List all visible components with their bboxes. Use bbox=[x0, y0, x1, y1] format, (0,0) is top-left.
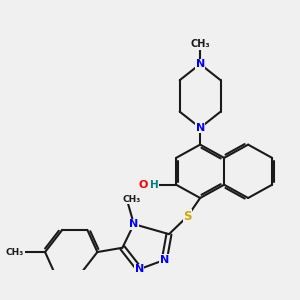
Text: N: N bbox=[135, 264, 144, 274]
Text: O: O bbox=[139, 180, 148, 190]
Text: S: S bbox=[183, 210, 192, 223]
Text: N: N bbox=[196, 123, 205, 133]
Text: N: N bbox=[160, 255, 169, 265]
Text: CH₃: CH₃ bbox=[190, 39, 210, 50]
Text: N: N bbox=[129, 219, 139, 229]
Text: CH₃: CH₃ bbox=[6, 248, 24, 256]
Text: N: N bbox=[196, 59, 205, 69]
Text: CH₃: CH₃ bbox=[123, 195, 141, 204]
Text: H: H bbox=[150, 180, 159, 190]
